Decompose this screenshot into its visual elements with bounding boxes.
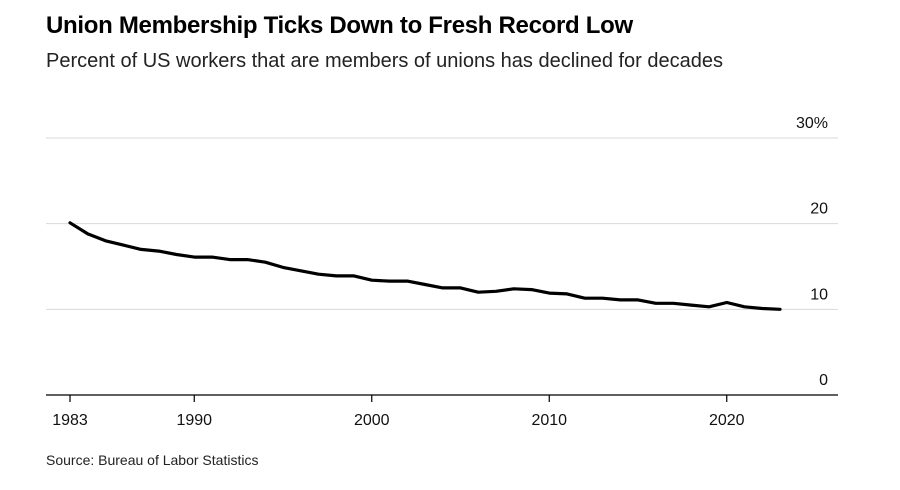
chart-subtitle: Percent of US workers that are members o… — [46, 50, 724, 72]
x-tick-label-2010: 2010 — [531, 412, 567, 429]
gridlines — [46, 137, 838, 396]
y-tick-label-0: 0 — [819, 372, 828, 389]
x-tick-label-2000: 2000 — [354, 412, 390, 429]
x-ticks: 1983 1990 2000 2010 2020 — [52, 395, 745, 429]
y-tick-label-30: 30% — [796, 115, 828, 132]
x-tick-label-2020: 2020 — [709, 412, 745, 429]
series-line-0 — [68, 221, 782, 311]
y-tick-labels: 0 10 20 30% — [796, 115, 828, 389]
chart-title: Union Membership Ticks Down to Fresh Rec… — [46, 12, 633, 39]
y-tick-label-10: 10 — [810, 286, 828, 303]
source-note: Source: Bureau of Labor Statistics — [46, 452, 259, 468]
x-tick-label-1983: 1983 — [52, 412, 88, 429]
series-layer — [68, 221, 782, 311]
y-tick-label-20: 20 — [810, 201, 828, 218]
x-tick-label-1990: 1990 — [176, 412, 212, 429]
